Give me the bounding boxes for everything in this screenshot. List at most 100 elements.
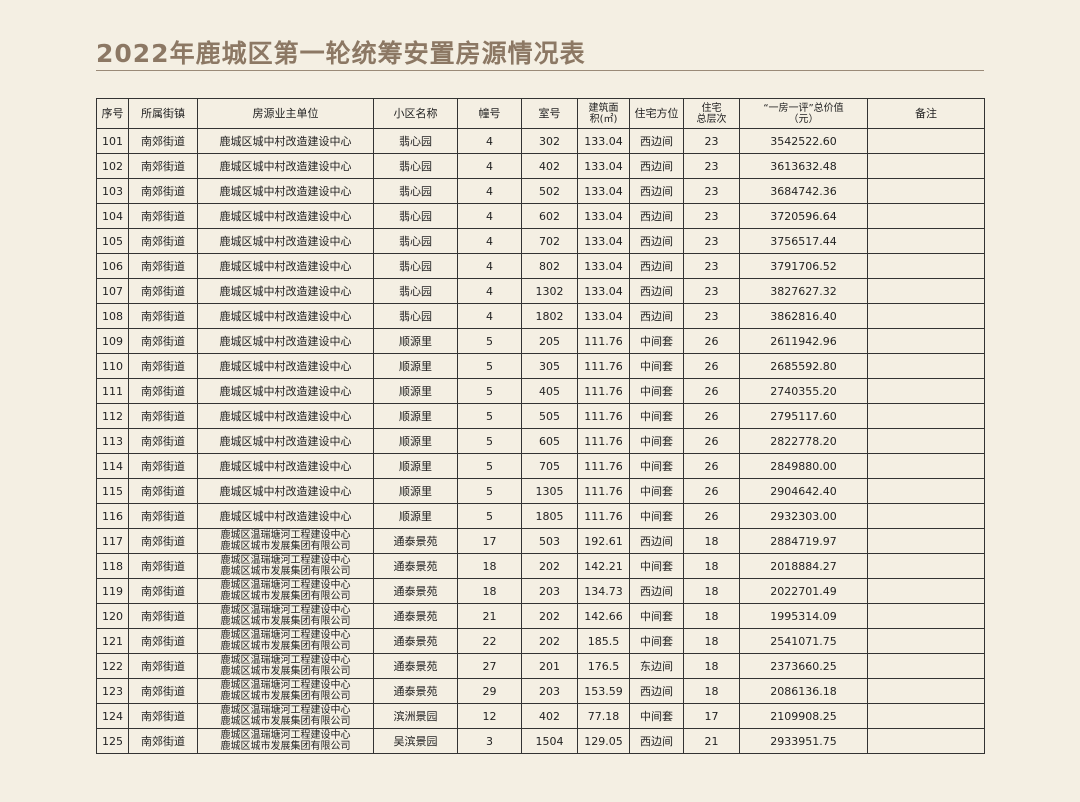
table-cell: 27 — [457, 653, 522, 679]
table-cell: 5 — [457, 428, 522, 454]
table-cell: 翡心园 — [373, 178, 458, 204]
title: 2022年鹿城区第一轮统筹安置房源情况表 — [96, 39, 586, 68]
table-cell: 翡心园 — [373, 128, 458, 154]
column-header: 室号 — [521, 98, 578, 129]
table-cell: 鹿城区温瑞塘河工程建设中心 鹿城区城市发展集团有限公司 — [197, 678, 374, 704]
table-cell: 南郊街道 — [128, 253, 198, 279]
table-cell: 顺源里 — [373, 428, 458, 454]
table-cell: 133.04 — [577, 203, 630, 229]
table-cell: 南郊街道 — [128, 228, 198, 254]
table-cell: 中间套 — [629, 328, 684, 354]
table-cell — [867, 528, 985, 554]
table-cell — [867, 153, 985, 179]
table-cell: 通泰景苑 — [373, 603, 458, 629]
table-cell — [867, 603, 985, 629]
table-cell: 702 — [521, 228, 578, 254]
table-row: 120 南郊街道 鹿城区温瑞塘河工程建设中心 鹿城区城市发展集团有限公司 通泰景苑 21 2… — [96, 603, 985, 629]
table-cell: 18 — [683, 628, 740, 654]
table-cell: 5 — [457, 478, 522, 504]
table-cell: 南郊街道 — [128, 728, 198, 754]
table-cell: 西边间 — [629, 303, 684, 329]
table-cell: 南郊街道 — [128, 403, 198, 429]
cell-line: 鹿城区城市发展集团有限公司 — [220, 666, 351, 677]
table-cell: 23 — [683, 153, 740, 179]
table-cell: 南郊街道 — [128, 453, 198, 479]
table-cell: 2022701.49 — [739, 578, 868, 604]
table-cell: 南郊街道 — [128, 603, 198, 629]
column-header: 备注 — [867, 98, 985, 129]
table-cell: 鹿城区城中村改造建设中心 — [197, 478, 374, 504]
table-cell: 南郊街道 — [128, 703, 198, 729]
table-cell: 117 — [96, 528, 129, 554]
table-cell: 5 — [457, 378, 522, 404]
table-cell — [867, 178, 985, 204]
table-cell: 西边间 — [629, 128, 684, 154]
table-cell: 116 — [96, 503, 129, 529]
table-cell: 西边间 — [629, 153, 684, 179]
cell-line: 鹿城区城市发展集团有限公司 — [220, 741, 351, 752]
table-cell — [867, 503, 985, 529]
table-cell: 南郊街道 — [128, 353, 198, 379]
table-cell: 鹿城区温瑞塘河工程建设中心 鹿城区城市发展集团有限公司 — [197, 703, 374, 729]
table-cell: 中间套 — [629, 503, 684, 529]
table-cell: 南郊街道 — [128, 178, 198, 204]
table-cell: 南郊街道 — [128, 303, 198, 329]
cell-line: 鹿城区城市发展集团有限公司 — [220, 566, 351, 577]
cell-line: 鹿城区温瑞塘河工程建设中心 — [220, 580, 351, 591]
table-cell: 142.66 — [577, 603, 630, 629]
table-row: 105 南郊街道 鹿城区城中村改造建设中心 翡心园 4 702 133.04 西边间 23 375… — [96, 228, 985, 254]
table-cell: 3756517.44 — [739, 228, 868, 254]
table-cell: 东边间 — [629, 653, 684, 679]
table-cell: 鹿城区温瑞塘河工程建设中心 鹿城区城市发展集团有限公司 — [197, 578, 374, 604]
table-row: 122 南郊街道 鹿城区温瑞塘河工程建设中心 鹿城区城市发展集团有限公司 通泰景苑 27 2… — [96, 653, 985, 679]
table-cell: 202 — [521, 603, 578, 629]
table-cell: 114 — [96, 453, 129, 479]
table-cell: 南郊街道 — [128, 203, 198, 229]
table-cell — [867, 553, 985, 579]
table-cell: 西边间 — [629, 278, 684, 304]
table-cell: 133.04 — [577, 128, 630, 154]
table-cell — [867, 453, 985, 479]
table-cell: 鹿城区温瑞塘河工程建设中心 鹿城区城市发展集团有限公司 — [197, 553, 374, 579]
table-cell: 18 — [683, 678, 740, 704]
table-cell — [867, 678, 985, 704]
table-cell: 23 — [683, 253, 740, 279]
table-cell: 102 — [96, 153, 129, 179]
table-cell: 23 — [683, 303, 740, 329]
table-cell: 西边间 — [629, 228, 684, 254]
table-cell: 3684742.36 — [739, 178, 868, 204]
table-cell: 142.21 — [577, 553, 630, 579]
cell-line: “一房一评”总价值 — [763, 102, 844, 114]
table-cell: 134.73 — [577, 578, 630, 604]
column-header: 建筑面 积(㎡) — [577, 98, 630, 129]
table-cell — [867, 203, 985, 229]
table-cell: 111.76 — [577, 478, 630, 504]
table-row: 119 南郊街道 鹿城区温瑞塘河工程建设中心 鹿城区城市发展集团有限公司 通泰景苑 18 2… — [96, 578, 985, 604]
table-cell: 605 — [521, 428, 578, 454]
table-body: 101 南郊街道 鹿城区城中村改造建设中心 翡心园 4 302 133.04 西边间 23 354… — [96, 128, 985, 754]
table-cell: 顺源里 — [373, 328, 458, 354]
table-cell: 125 — [96, 728, 129, 754]
table-cell: 2685592.80 — [739, 353, 868, 379]
table-cell: 133.04 — [577, 278, 630, 304]
table-cell: 5 — [457, 353, 522, 379]
table-cell: 3613632.48 — [739, 153, 868, 179]
column-header: “一房一评”总价值 （元） — [739, 98, 868, 129]
table-cell: 鹿城区温瑞塘河工程建设中心 鹿城区城市发展集团有限公司 — [197, 728, 374, 754]
table-cell: 111.76 — [577, 378, 630, 404]
table-cell: 23 — [683, 228, 740, 254]
table-cell: 201 — [521, 653, 578, 679]
table-cell: 4 — [457, 303, 522, 329]
table-cell: 翡心园 — [373, 203, 458, 229]
table-cell: 133.04 — [577, 303, 630, 329]
table-row: 103 南郊街道 鹿城区城中村改造建设中心 翡心园 4 502 133.04 西边间 23 368… — [96, 178, 985, 204]
table-cell: 133.04 — [577, 253, 630, 279]
table-cell: 2795117.60 — [739, 403, 868, 429]
table-row: 107 南郊街道 鹿城区城中村改造建设中心 翡心园 4 1302 133.04 西边间 23 38… — [96, 278, 985, 304]
table-cell: 鹿城区城中村改造建设中心 — [197, 453, 374, 479]
table-row: 112 南郊街道 鹿城区城中村改造建设中心 顺源里 5 505 111.76 中间套 26 279… — [96, 403, 985, 429]
table-cell: 111.76 — [577, 503, 630, 529]
table-cell: 302 — [521, 128, 578, 154]
table-cell: 鹿城区城中村改造建设中心 — [197, 503, 374, 529]
column-header: 幢号 — [457, 98, 522, 129]
